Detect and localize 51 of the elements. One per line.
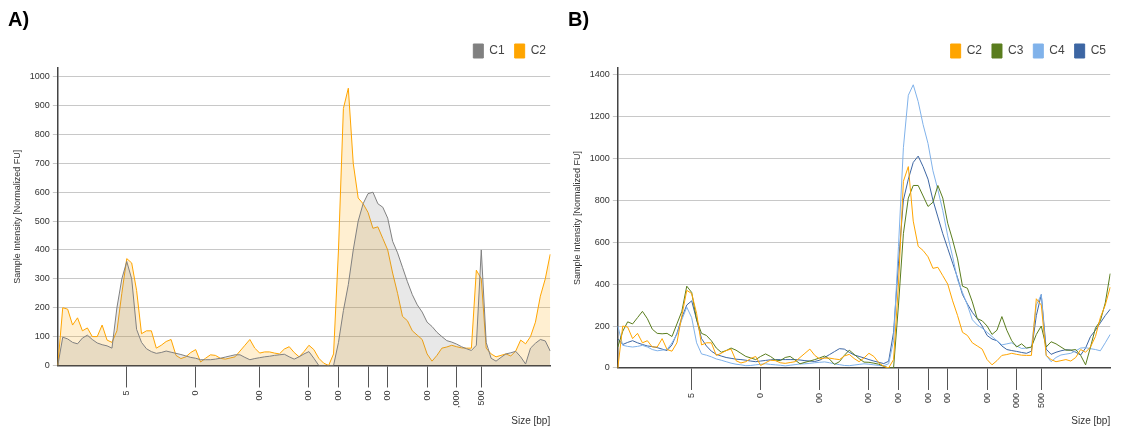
x-axis-title: Size [bp]	[1071, 414, 1111, 426]
x-tick-label: 00	[922, 392, 933, 403]
y-tick-label: 700	[34, 157, 50, 168]
y-tick-label: 1000	[29, 71, 50, 82]
x-tick-label: 500	[475, 390, 486, 406]
y-tick-label: 800	[34, 128, 50, 139]
y-tick-label: 500	[34, 215, 50, 226]
y-tick-label: 1400	[589, 68, 610, 79]
x-tick-label: 00	[303, 390, 314, 401]
chart-title: A)	[8, 7, 30, 30]
y-tick-label: 400	[34, 244, 50, 255]
legend-label: C2	[966, 43, 983, 58]
x-tick-label: ,000	[451, 390, 462, 409]
y-tick-label: 600	[594, 236, 610, 247]
x-tick-label: 0	[755, 392, 766, 398]
y-tick-label: 1000	[589, 152, 610, 163]
x-tick-label: 00	[814, 392, 825, 403]
x-tick-label: 5	[686, 392, 697, 398]
x-tick-label: 00	[332, 390, 343, 401]
legend-label: C1	[489, 43, 505, 58]
y-tick-label: 800	[594, 194, 610, 205]
y-axis-title: Sample Intensity [Normalized FU]	[571, 150, 582, 286]
y-tick-label: 300	[34, 273, 50, 284]
y-tick-label: 400	[594, 278, 610, 289]
x-tick-label: 00	[254, 390, 265, 401]
y-tick-label: 200	[34, 302, 50, 313]
x-tick-label: 00	[942, 392, 953, 403]
x-axis-title: Size [bp]	[511, 414, 551, 426]
x-tick-label: 00	[981, 392, 992, 403]
x-tick-label: 000	[1011, 392, 1022, 409]
x-tick-label: 500	[1035, 392, 1046, 409]
x-tick-label: 00	[421, 390, 432, 401]
y-tick-label: 1200	[589, 110, 610, 121]
x-tick-label: 00	[382, 390, 393, 401]
y-tick-label: 600	[34, 186, 50, 197]
x-tick-label: 5	[121, 390, 132, 396]
y-tick-label: 100	[34, 331, 50, 342]
x-tick-label: 00	[863, 392, 874, 403]
x-tick-label: 00	[362, 390, 373, 401]
y-tick-label: 200	[594, 320, 610, 331]
legend-label: C3	[1007, 43, 1024, 58]
x-tick-label: 00	[892, 392, 903, 403]
chart-title: B)	[568, 7, 590, 30]
y-axis-title: Sample Intensity [Normalized FU]	[11, 149, 22, 284]
y-tick-label: 0	[44, 359, 50, 370]
legend-label: C5	[1090, 43, 1107, 58]
y-tick-label: 900	[34, 100, 50, 111]
legend-label: C2	[530, 43, 547, 58]
x-tick-label: 0	[190, 390, 201, 396]
legend-label: C4	[1049, 43, 1065, 58]
y-tick-label: 0	[604, 362, 610, 373]
